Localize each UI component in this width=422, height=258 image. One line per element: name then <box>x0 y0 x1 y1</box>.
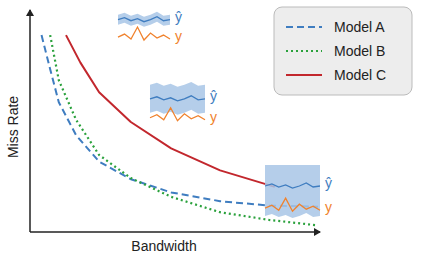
inset-prediction <box>118 17 170 22</box>
inset-prediction <box>150 96 205 101</box>
inset-label: y <box>210 109 217 125</box>
legend-label: Model A <box>334 19 385 35</box>
legend-label: Model B <box>334 43 385 59</box>
inset-label: y <box>175 28 182 44</box>
inset: ŷy <box>265 165 332 218</box>
legend-label: Model C <box>334 67 386 83</box>
inset-label: ŷ <box>325 175 332 191</box>
x-axis <box>30 231 320 233</box>
y-label: Miss Rate <box>5 96 21 158</box>
legend-box <box>274 7 412 95</box>
inset-band <box>118 12 170 27</box>
legend-swatch <box>286 74 322 76</box>
inset-target <box>265 198 320 211</box>
legend-swatch <box>286 26 322 28</box>
series-line <box>66 35 275 187</box>
inset-target <box>150 108 205 121</box>
inset-label: ŷ <box>175 9 182 25</box>
inset-band <box>265 165 320 218</box>
inset: ŷy <box>118 9 182 44</box>
chart: BandwidthMiss RateŷyŷyŷyModel AModel BMo… <box>0 0 422 258</box>
inset-label: y <box>325 199 332 215</box>
inset-band <box>150 82 205 115</box>
inset-target <box>118 27 170 40</box>
inset: ŷy <box>150 82 217 125</box>
y-axis <box>29 10 31 232</box>
x-label: Bandwidth <box>131 238 196 254</box>
inset-label: ŷ <box>210 88 217 104</box>
legend: Model A Model B Model C <box>274 7 412 95</box>
legend-swatch <box>286 50 322 52</box>
inset-prediction <box>265 183 320 188</box>
